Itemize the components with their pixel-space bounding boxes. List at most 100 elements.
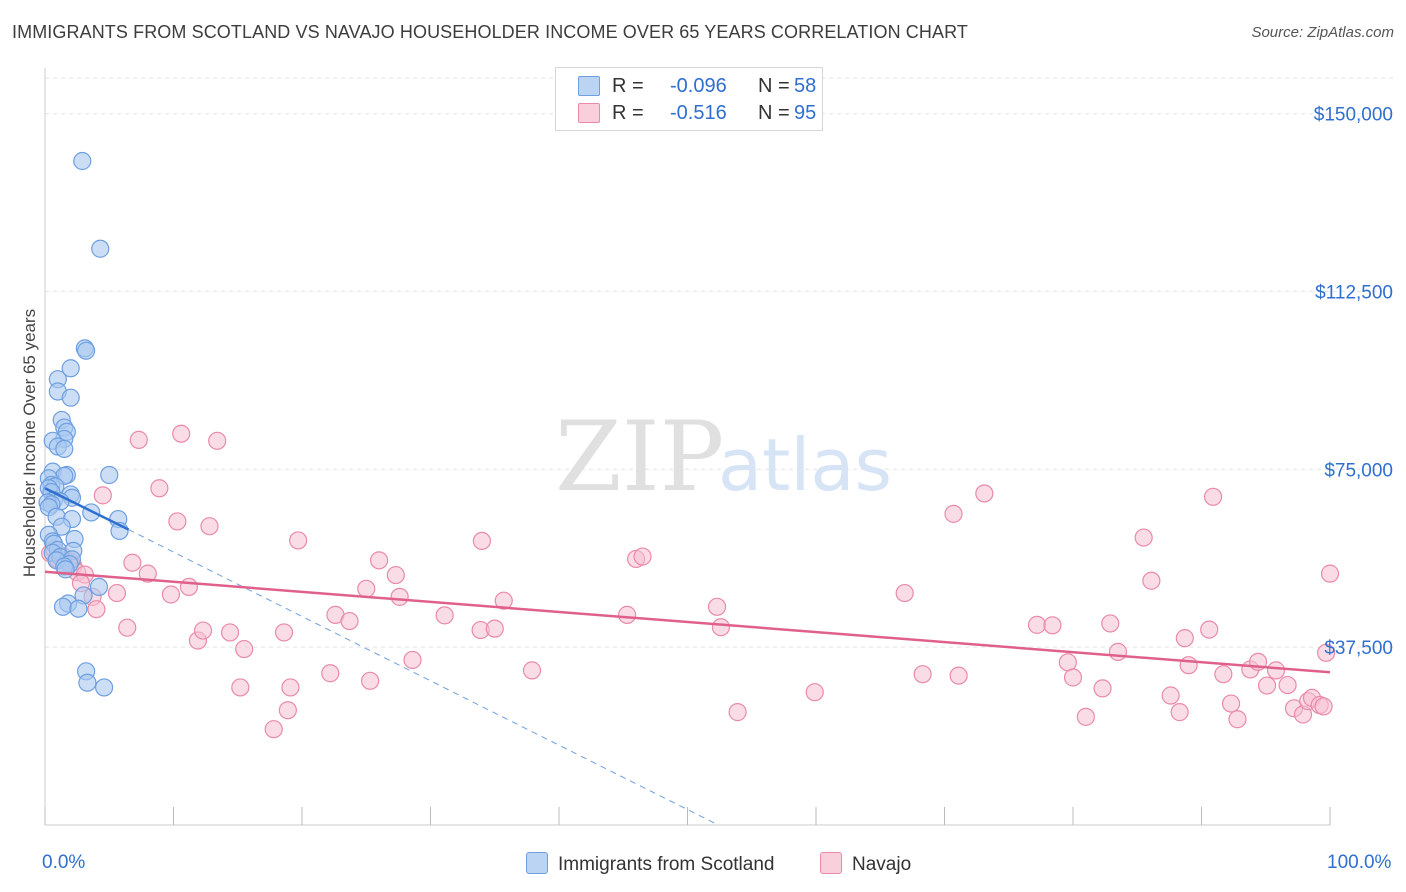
navajo-point — [1320, 564, 1340, 583]
scotland-point — [53, 597, 73, 616]
navajo-point — [1278, 675, 1297, 695]
navajo-point — [129, 430, 148, 449]
navajo-point — [1161, 686, 1180, 705]
blue-trend-extension — [128, 529, 719, 826]
navajo-point — [618, 605, 637, 624]
navajo-point — [494, 591, 513, 610]
navajo-point — [179, 577, 199, 597]
navajo-point — [895, 583, 914, 603]
blue-trend-extension-line — [128, 529, 719, 826]
grid-lines — [45, 77, 1394, 648]
bottom-legend-scotland[interactable]: Immigrants from Scotland — [526, 852, 774, 876]
watermark-zip: ZIP — [555, 401, 724, 513]
navajo-point — [274, 623, 294, 642]
y-tick-label: $75,000 — [1324, 460, 1393, 481]
scotland-points — [38, 151, 129, 697]
legend-r-label: R = — [612, 102, 644, 124]
navajo-point — [321, 664, 340, 683]
navajo-point — [728, 703, 747, 722]
y-tick-label: $150,000 — [1314, 105, 1393, 126]
navajo-point — [1175, 629, 1194, 648]
x-axis-max-label: 100.0% — [1327, 852, 1392, 873]
navajo-point — [220, 623, 240, 642]
legend-swatch-blue — [578, 76, 600, 96]
navajo-point — [1093, 679, 1112, 698]
navajo-point — [1058, 653, 1077, 672]
scotland-point — [95, 678, 114, 697]
navajo-point — [386, 565, 405, 585]
navajo-point — [172, 424, 191, 443]
y-tick-label: $112,500 — [1315, 282, 1393, 303]
legend-n-label: N = — [758, 75, 790, 97]
navajo-point — [278, 701, 297, 720]
navajo-point — [281, 678, 300, 697]
navajo-point — [93, 486, 112, 505]
scotland-point — [73, 151, 92, 171]
y-tick-labels: $37,500 $75,000 $112,500 $150,000 — [1314, 105, 1393, 660]
navajo-point — [357, 579, 376, 598]
source-credit: Source: ZipAtlas.com — [1251, 24, 1394, 41]
correlation-legend: R = -0.096 N = 58 R = -0.516 N = 95 — [555, 67, 823, 131]
navajo-point — [1027, 615, 1047, 634]
navajo-point — [711, 618, 731, 637]
navajo-point — [1228, 710, 1247, 729]
y-axis-label: Householder Income Over 65 years — [20, 308, 39, 578]
scotland-point — [100, 465, 119, 485]
navajo-point — [707, 597, 727, 616]
scotland-point — [61, 359, 80, 378]
navajo-point — [1076, 707, 1095, 726]
bottom-legend-label-scotland: Immigrants from Scotland — [558, 854, 775, 875]
legend-n-value: 95 — [794, 102, 817, 124]
navajo-point — [1179, 656, 1198, 675]
chart-title: IMMIGRANTS FROM SCOTLAND VS NAVAJO HOUSE… — [12, 22, 968, 42]
navajo-point — [1314, 697, 1333, 716]
bottom-legend-navajo[interactable]: Navajo — [820, 852, 911, 876]
navajo-point — [161, 585, 181, 604]
navajo-point — [1200, 620, 1219, 639]
navajo-point — [1101, 614, 1120, 633]
navajo-point — [975, 484, 994, 503]
navajo-point — [289, 531, 308, 550]
scotland-point — [91, 239, 110, 258]
scotland-point — [69, 599, 88, 618]
legend-swatch-pink — [578, 103, 600, 123]
navajo-point — [944, 504, 963, 523]
navajo-point — [1063, 668, 1083, 687]
navajo-point — [1170, 703, 1189, 722]
navajo-point — [805, 683, 824, 702]
navajo-point — [633, 547, 652, 566]
navajo-point — [193, 621, 213, 640]
navajo-point — [522, 661, 542, 680]
navajo-point — [150, 479, 169, 498]
navajo-point — [1043, 616, 1062, 635]
legend-r-label: R = — [612, 75, 644, 97]
navajo-point — [1317, 643, 1336, 662]
navajo-point — [472, 531, 491, 551]
legend-r-value: -0.096 — [670, 75, 727, 97]
legend-n-label: N = — [758, 102, 790, 124]
legend-n-value: 58 — [794, 75, 817, 97]
navajo-point — [118, 618, 137, 637]
navajo-point — [1134, 528, 1153, 547]
navajo-point — [200, 517, 219, 536]
legend-r-value: -0.516 — [670, 102, 727, 124]
scotland-trend-line — [44, 487, 130, 531]
scotland-point — [89, 577, 109, 597]
axes — [44, 68, 1331, 826]
navajo-point — [1214, 665, 1233, 684]
navajo-point — [370, 551, 389, 570]
navajo-point — [1266, 661, 1286, 680]
scotland-point — [61, 388, 80, 407]
bottom-legend-swatch-blue — [526, 852, 548, 874]
navajo-point — [123, 553, 142, 572]
navajo-point — [264, 720, 283, 739]
navajo-point — [485, 619, 504, 638]
scotland-point — [55, 439, 74, 458]
scotland-point — [56, 560, 75, 579]
watermark-atlas: atlas — [718, 423, 892, 507]
x-axis-min-label: 0.0% — [42, 852, 86, 873]
navajo-point — [403, 650, 422, 670]
navajo-point — [1142, 571, 1161, 590]
navajo-point — [1257, 676, 1277, 695]
